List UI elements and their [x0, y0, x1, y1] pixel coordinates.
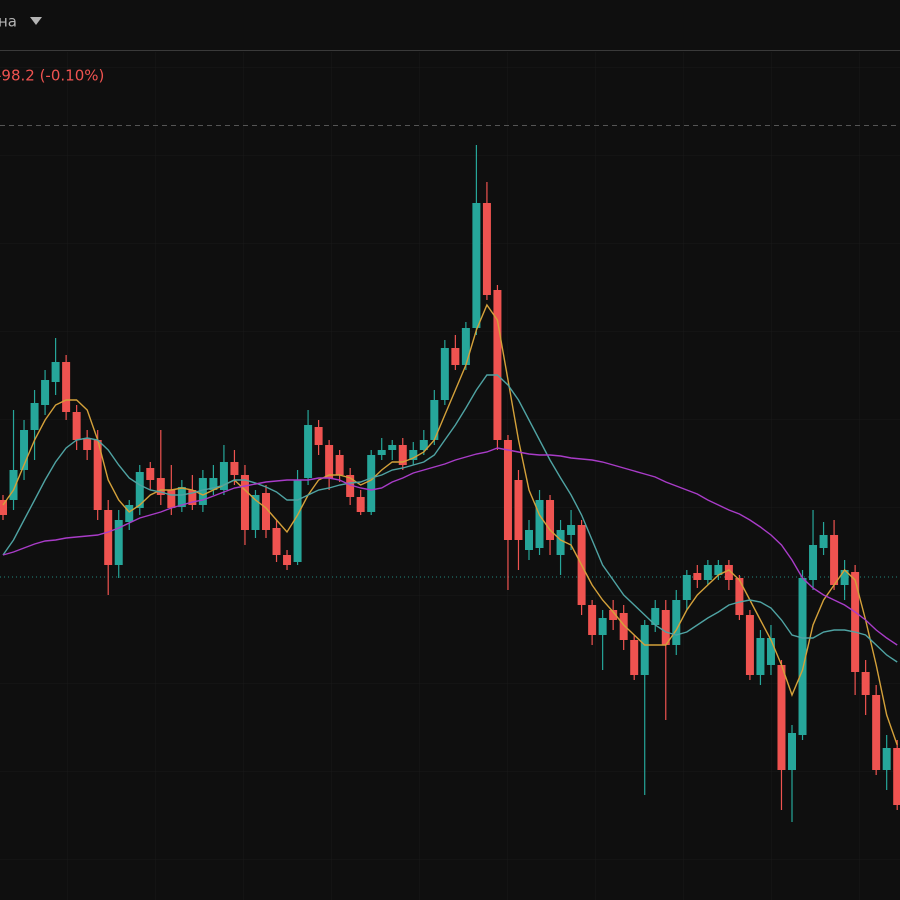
change-label: -98.2 (-0.10%)	[0, 67, 104, 85]
candle-body	[567, 525, 576, 535]
candle-body	[409, 450, 418, 460]
header-label[interactable]: на	[0, 13, 17, 31]
candle-body	[661, 610, 670, 645]
candle-body	[546, 500, 555, 540]
grid	[0, 52, 900, 900]
candle-body	[0, 500, 7, 515]
candle-body	[198, 478, 207, 505]
candle-body	[293, 480, 302, 562]
candle-body	[756, 638, 765, 675]
candle-body	[588, 605, 597, 635]
candle-body	[535, 500, 544, 548]
candle-body	[724, 565, 733, 580]
moving-average-line	[2, 447, 898, 646]
candle-body	[630, 640, 639, 675]
candle-body	[146, 468, 155, 480]
candle-body	[872, 695, 881, 770]
candle-body	[62, 362, 71, 412]
candle-body	[798, 578, 807, 735]
candle-body	[240, 475, 249, 530]
candle-body	[251, 495, 260, 530]
candle-body	[114, 520, 123, 565]
dropdown-arrow[interactable]	[30, 17, 42, 25]
candle-body	[430, 400, 439, 440]
candle-body	[493, 290, 502, 440]
candle-body	[472, 203, 481, 328]
candle-body	[325, 445, 334, 478]
candle-body	[83, 438, 92, 450]
candle-body	[840, 570, 849, 585]
candle-body	[388, 445, 397, 450]
candle-body	[693, 573, 702, 580]
candle-body	[451, 348, 460, 365]
candle-body	[156, 478, 165, 495]
candle-body	[714, 565, 723, 575]
candle-body	[104, 510, 113, 565]
candle-body	[272, 528, 281, 555]
candle-body	[735, 578, 744, 615]
candle-body	[766, 638, 775, 665]
candle-body	[177, 487, 186, 507]
candle-body	[230, 462, 239, 475]
candle-body	[209, 478, 218, 490]
candle-body	[640, 625, 649, 675]
candle-body	[262, 493, 270, 530]
candle-body	[745, 615, 754, 675]
candle-body	[188, 490, 197, 505]
candle-body	[335, 455, 344, 475]
candle-body	[682, 575, 691, 600]
candle-body	[41, 380, 50, 405]
candle-body	[830, 535, 839, 585]
candle-body	[314, 427, 323, 445]
candle-body	[304, 425, 313, 478]
candle-body	[609, 610, 618, 620]
candle-body	[598, 618, 607, 635]
candle-body	[367, 455, 376, 512]
candle-body	[482, 203, 491, 295]
candle-body	[556, 530, 565, 555]
candle-body	[51, 362, 60, 382]
candle-body	[167, 490, 176, 508]
candle-body	[219, 462, 228, 490]
candle-body	[861, 672, 870, 695]
candle-body	[703, 565, 712, 580]
candle-body	[440, 348, 449, 400]
candle-body	[809, 545, 818, 580]
candle-body	[283, 555, 292, 565]
candle-body	[819, 535, 828, 548]
candle-body	[461, 328, 470, 365]
candle-body	[398, 445, 407, 465]
candle-body	[651, 608, 660, 625]
candle-body	[125, 505, 134, 522]
candle-body	[777, 665, 786, 770]
moving-average-line	[2, 374, 898, 663]
candle-body	[672, 600, 681, 645]
candle-body	[20, 430, 29, 470]
candle-body	[9, 470, 18, 500]
candle-body	[893, 748, 900, 805]
candle-body	[619, 613, 628, 640]
candle-body	[356, 497, 365, 512]
candle-body	[72, 412, 81, 440]
plot	[0, 145, 900, 822]
candle-body	[419, 440, 428, 450]
candle-body	[135, 472, 144, 508]
candle-body	[377, 450, 386, 455]
candle-body	[788, 733, 796, 770]
candle-body	[525, 530, 533, 550]
candle-body	[30, 403, 39, 430]
candle-body	[851, 572, 860, 672]
candle-body	[882, 748, 891, 770]
candle-body	[514, 480, 523, 540]
candle-body	[503, 440, 512, 540]
candle-body	[346, 475, 355, 497]
moving-average-line	[2, 303, 898, 746]
candle-body	[93, 440, 102, 510]
